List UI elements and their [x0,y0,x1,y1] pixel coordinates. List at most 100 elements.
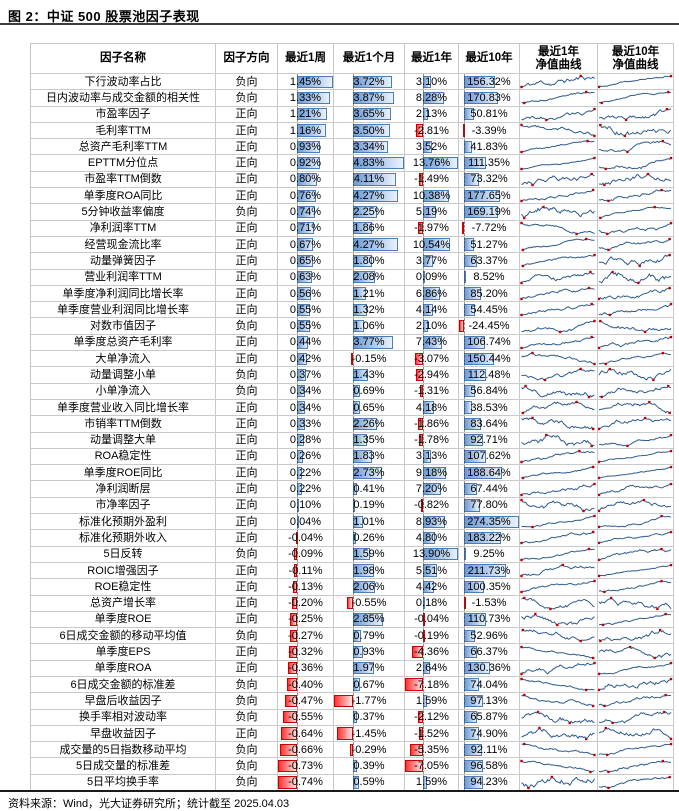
return-1w-cell: -0.11% [278,562,334,580]
return-1y-value: -5.35% [414,743,449,756]
axis-line [423,106,425,122]
return-10y-value: 111.35% [468,157,510,170]
data-bar [294,548,297,561]
axis-line [423,269,425,285]
sparkline-10y [598,530,674,547]
sparkline-chart [598,775,672,790]
return-1w-cell: 0.37% [278,367,334,384]
return-10y-value: 73.32% [470,173,508,186]
return-1y-cell: -7.05% [405,758,459,775]
sparkline-10y [598,448,674,466]
sparkline-1y [520,579,598,596]
axis-line [296,90,298,106]
return-1y-value: -1.31% [414,385,449,398]
axis-line [423,155,425,171]
return-10y-value: 52.96% [470,629,508,642]
axis-line [463,122,465,139]
table-row: 下行波动率占比 负向 1.45% 3.72% 3.10% 156.32% [31,74,674,91]
sparkline-chart [520,123,596,138]
return-1y-value: 8.93% [415,515,448,528]
sparkline-chart [521,400,595,415]
axis-line [352,611,354,628]
factor-direction: 正向 [216,351,278,368]
table-row: 单季度总资产毛利率 正向 0.44% 3.77% 7.43% 106.74% [31,334,674,352]
return-1y-cell: 8.93% [405,514,459,531]
axis-line [463,481,465,497]
axis-line [352,546,354,562]
axis-line [352,742,354,758]
factor-direction: 负向 [216,204,278,221]
return-1m-cell: 0.69% [334,383,405,400]
return-1w-cell: 1.33% [278,90,334,107]
sparkline-1y [520,774,598,792]
sparkline-chart [598,515,672,529]
return-10y-value: 51.27% [470,238,508,251]
factor-name: 早盘收益因子 [31,725,216,743]
data-bar [459,319,464,333]
axis-line [352,628,354,644]
sparkline-1y [520,497,598,515]
data-bar [284,694,297,708]
return-10y-value: -1.53% [471,597,507,610]
axis-line [463,416,465,432]
return-1m-cell: 0.41% [334,481,405,498]
axis-line [352,367,354,383]
sparkline-1y [520,611,598,629]
table-body: 下行波动率占比 负向 1.45% 3.72% 3.10% 156.32% 日内波… [31,74,674,792]
sparkline-chart [520,645,595,659]
factor-direction: 正向 [216,595,278,612]
axis-line [463,90,465,106]
return-10y-cell: 56.84% [459,383,520,400]
sparkline-10y [598,334,674,352]
sparkline-10y [598,253,674,270]
table-row: 营业利润率TTM 正向 0.63% 2.08% 0.09% 8.52% [31,269,674,286]
factor-name: 小单净流入 [31,383,216,400]
sparkline-10y [598,514,674,531]
data-bar [415,124,424,137]
sparkline-10y [598,546,674,563]
data-bar [419,727,424,740]
column-header-factor-name: 因子名称 [31,44,216,74]
sparkline-chart [520,759,595,773]
return-1w-value: 0.67% [289,238,322,251]
sparkline-1y [520,465,598,482]
axis-line [352,253,354,269]
sparkline-1y [520,448,598,466]
axis-line [463,204,465,220]
return-1m-cell: 2.25% [334,204,405,221]
return-1m-value: 0.41% [353,483,385,496]
axis-line [463,742,465,758]
return-1y-value: 1.59% [415,694,448,707]
sparkline-chart [598,205,672,219]
return-1w-cell: 0.33% [278,416,334,433]
return-10y-value: 38.53% [470,401,508,414]
return-10y-cell: 51.27% [459,236,520,254]
axis-line [352,383,354,399]
return-1w-value: 0.42% [289,352,322,365]
return-1w-value: -0.47% [288,694,323,707]
data-bar [405,678,424,691]
axis-line [423,334,425,351]
return-1y-value: 3.52% [415,140,448,153]
factor-name: 大单净流入 [31,351,216,368]
table-row: 5日反转 负向 -0.09% 1.59% 13.90% 9.25% [31,546,674,563]
axis-line [352,725,354,742]
factor-direction: 正向 [216,122,278,140]
axis-line [352,758,354,774]
factor-name: ROIC增强因子 [31,562,216,580]
sparkline-10y [598,562,674,580]
sparkline-10y [598,725,674,743]
table-row: 毛利率TTM 正向 1.16% 3.50% -2.81% -3.39% [31,122,674,140]
axis-line [296,106,298,122]
return-1w-value: -0.66% [288,743,323,756]
table-row: 单季度ROA同比 正向 0.76% 4.27% 10.38% 177.65% [31,188,674,205]
sparkline-10y [598,367,674,384]
return-1m-value: 1.32% [353,303,385,316]
axis-line [423,351,425,367]
sparkline-chart [598,433,673,447]
sparkline-1y [520,188,598,205]
sparkline-chart [598,189,672,203]
axis-line [296,188,298,204]
sparkline-10y [598,611,674,629]
